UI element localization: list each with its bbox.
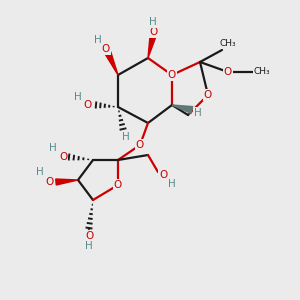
Text: CH₃: CH₃ <box>254 68 270 76</box>
Text: O: O <box>84 100 92 110</box>
Text: O: O <box>114 180 122 190</box>
Text: O: O <box>59 152 67 162</box>
Text: O: O <box>204 90 212 100</box>
Text: O: O <box>85 231 93 241</box>
Text: O: O <box>102 44 110 54</box>
Text: H: H <box>85 241 93 251</box>
Text: O: O <box>159 170 167 180</box>
Polygon shape <box>172 105 193 113</box>
Text: O: O <box>168 70 176 80</box>
Text: H: H <box>122 132 130 142</box>
Text: O: O <box>149 27 157 37</box>
Text: O: O <box>136 140 144 150</box>
Polygon shape <box>56 179 78 185</box>
Text: H: H <box>36 167 44 177</box>
Text: H: H <box>168 179 176 189</box>
Text: O: O <box>224 67 232 77</box>
Polygon shape <box>105 52 118 75</box>
Text: H: H <box>194 108 202 118</box>
Text: H: H <box>149 17 157 27</box>
Text: CH₃: CH₃ <box>220 40 236 49</box>
Text: H: H <box>94 35 102 45</box>
Text: O: O <box>46 177 54 187</box>
Polygon shape <box>148 35 156 58</box>
Text: H: H <box>49 143 57 153</box>
Text: H: H <box>74 92 82 102</box>
